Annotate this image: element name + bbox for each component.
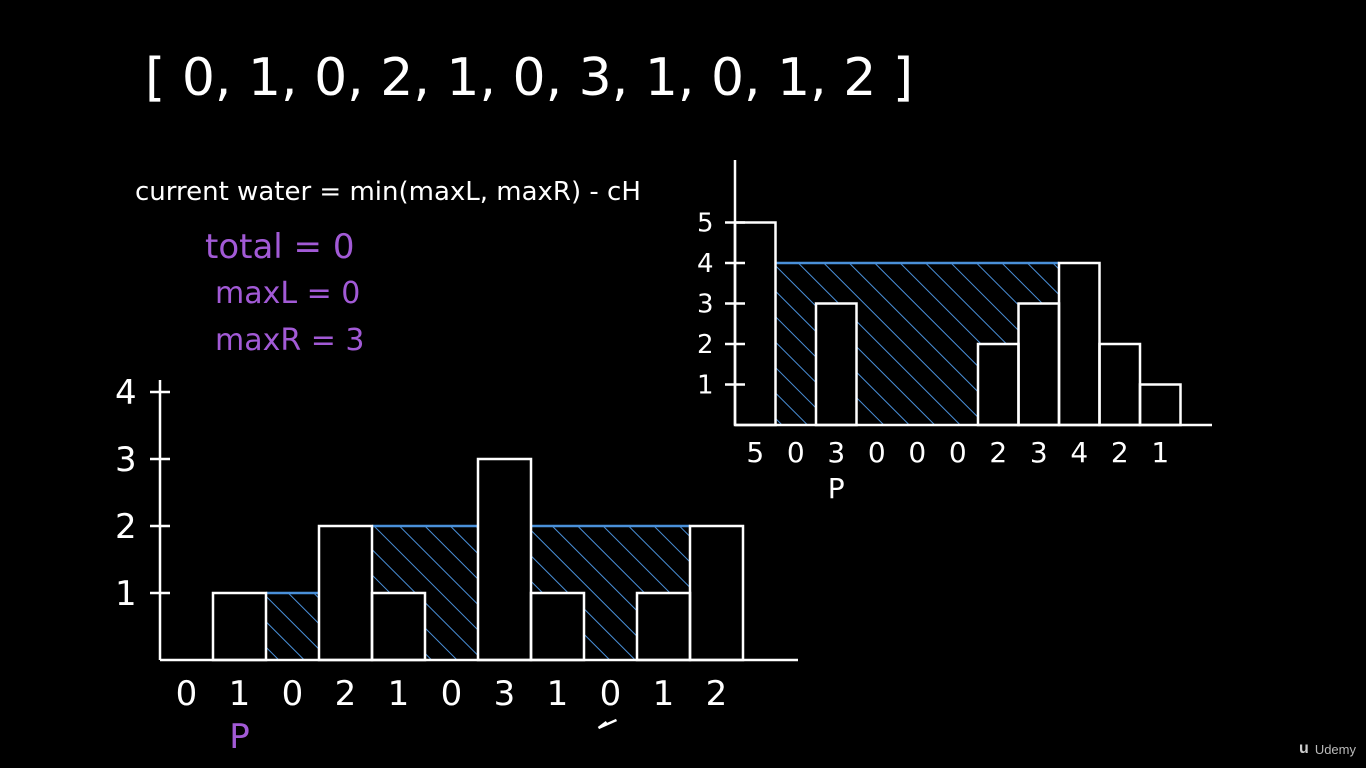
pointer-label: P — [828, 472, 845, 505]
bar — [476, 457, 533, 662]
udemy-watermark: u Udemy — [1299, 740, 1356, 758]
x-tick-label: 5 — [746, 436, 764, 469]
water-fill — [584, 526, 637, 660]
bar — [1057, 261, 1101, 427]
bar — [1138, 383, 1182, 427]
current-index-mark — [597, 718, 618, 730]
water-fill — [1018, 263, 1059, 304]
bar — [688, 524, 745, 662]
y-tick-label: 3 — [697, 290, 714, 320]
x-tick-label: 0 — [868, 436, 886, 469]
x-tick-label: 3 — [494, 674, 516, 714]
x-tick-label: 0 — [949, 436, 967, 469]
y-tick-label: 2 — [115, 507, 137, 547]
total-var: total = 0 — [205, 227, 354, 267]
x-tick-label: 1 — [229, 674, 251, 714]
bar — [1098, 342, 1142, 427]
maxR-var: maxR = 3 — [215, 323, 365, 358]
x-tick-label: 2 — [335, 674, 357, 714]
udemy-name: Udemy — [1314, 741, 1356, 757]
x-tick-label: 0 — [908, 436, 926, 469]
water-fill — [372, 526, 425, 593]
pointer-label: P — [229, 717, 250, 757]
x-tick-label: 3 — [1030, 436, 1048, 469]
x-tick-label: 0 — [441, 674, 463, 714]
x-tick-label: 4 — [1070, 436, 1088, 469]
maxL-var: maxL = 0 — [215, 276, 360, 311]
y-tick-label: 1 — [697, 371, 714, 401]
x-tick-label: 1 — [1151, 436, 1169, 469]
bar — [529, 591, 586, 662]
bar — [635, 591, 692, 662]
array-heading: [ 0, 1, 0, 2, 1, 0, 3, 1, 0, 1, 2 ] — [145, 48, 913, 108]
x-tick-label: 0 — [600, 674, 622, 714]
y-tick-label: 5 — [697, 209, 714, 239]
x-tick-label: 0 — [787, 436, 805, 469]
water-fill — [816, 263, 857, 304]
bar — [733, 221, 777, 427]
water-fill — [775, 263, 816, 425]
water-fill — [897, 263, 938, 425]
x-tick-label: 1 — [653, 674, 675, 714]
y-tick-label: 2 — [697, 330, 714, 360]
x-tick-label: 1 — [388, 674, 410, 714]
bar — [317, 524, 374, 662]
bar — [814, 302, 858, 427]
water-fill — [425, 526, 478, 660]
water-fill — [856, 263, 897, 425]
udemy-logo-icon: u — [1299, 740, 1309, 757]
y-tick-label: 1 — [115, 574, 137, 614]
water-fill — [637, 526, 690, 593]
water-fill — [531, 526, 584, 593]
bar — [1017, 302, 1061, 427]
x-tick-label: 2 — [1111, 436, 1129, 469]
water-fill — [266, 593, 319, 660]
x-tick-label: 1 — [547, 674, 569, 714]
y-tick-label: 3 — [115, 440, 137, 480]
x-tick-label: 3 — [827, 436, 845, 469]
x-tick-label: 2 — [989, 436, 1007, 469]
x-tick-label: 0 — [282, 674, 304, 714]
x-tick-label: 2 — [706, 674, 728, 714]
y-tick-label: 4 — [115, 373, 137, 413]
water-fill — [937, 263, 978, 425]
water-fill — [978, 263, 1019, 344]
x-tick-label: 0 — [176, 674, 198, 714]
bar — [370, 591, 427, 662]
bar — [976, 342, 1020, 427]
bar — [211, 591, 268, 662]
formula-text: current water = min(maxL, maxR) - cH — [135, 177, 641, 207]
y-tick-label: 4 — [697, 249, 714, 279]
